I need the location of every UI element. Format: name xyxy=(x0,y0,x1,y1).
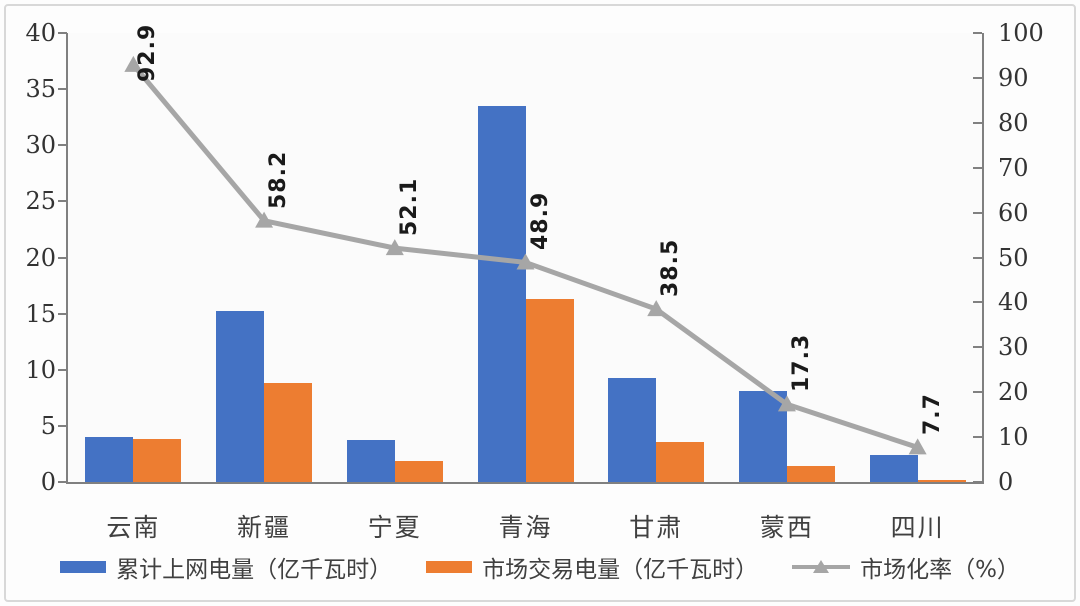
orange-bar-青海 xyxy=(525,299,574,482)
orange-bar-蒙西 xyxy=(786,466,835,482)
left-axis-tick-mark xyxy=(58,144,67,147)
orange-bar-新疆 xyxy=(264,383,313,482)
left-axis-tick-mark xyxy=(58,481,67,483)
left-axis-tick-mark xyxy=(58,312,67,315)
orange-bar-云南 xyxy=(133,439,182,482)
right-axis-tick-label: 80 xyxy=(998,108,1029,137)
right-axis-tick-label: 30 xyxy=(998,333,1029,362)
market-rate-point-label: 52.1 xyxy=(396,177,422,237)
legend: 累计上网电量（亿千瓦时） 市场交易电量（亿千瓦时） 市场化率（%） xyxy=(0,546,1080,588)
right-axis-tick-label: 0 xyxy=(998,468,1014,496)
left-axis-tick-label: 25 xyxy=(25,187,56,216)
right-axis-tick-mark xyxy=(973,391,982,394)
right-axis-tick-mark xyxy=(973,256,982,259)
x-axis-line xyxy=(66,482,984,484)
orange-bar-四川 xyxy=(917,479,966,482)
left-axis-tick-label: 40 xyxy=(25,19,56,47)
x-axis-category-label: 云南 xyxy=(106,513,161,542)
right-axis-tick-label: 50 xyxy=(998,243,1029,272)
gray-line-triangle-swatch-icon xyxy=(792,558,851,576)
right-axis-tick-label: 60 xyxy=(998,198,1029,227)
left-axis-tick-mark xyxy=(58,424,67,427)
triangle-marker-icon xyxy=(908,438,927,455)
legend-item-grid-energy: 累计上网电量（亿千瓦时） xyxy=(60,550,392,584)
blue-bar-宁夏 xyxy=(346,440,395,482)
market-rate-point-label: 58.2 xyxy=(266,150,292,209)
right-axis-tick-label: 20 xyxy=(998,378,1029,407)
right-axis-tick-mark xyxy=(973,121,982,124)
right-axis-tick-label: 70 xyxy=(998,153,1029,182)
right-axis-tick-mark xyxy=(973,211,982,214)
triangle-marker-icon xyxy=(124,55,143,72)
blue-bar-青海 xyxy=(477,105,526,482)
legend-label-market-rate: 市场化率（%） xyxy=(860,557,1020,583)
triangle-marker-icon xyxy=(647,300,666,317)
market-rate-point-label: 7.7 xyxy=(919,393,945,436)
triangle-marker-icon xyxy=(516,253,535,270)
legend-label-grid-energy: 累计上网电量（亿千瓦时） xyxy=(116,557,393,583)
right-axis-tick-mark xyxy=(973,301,982,304)
triangle-marker-icon xyxy=(255,211,274,228)
x-axis-category-label: 宁夏 xyxy=(367,513,422,542)
right-axis-tick-mark xyxy=(973,32,982,34)
left-axis-tick-label: 20 xyxy=(25,243,56,272)
orange-bar-宁夏 xyxy=(394,460,443,482)
right-axis-tick-mark xyxy=(973,346,982,349)
x-axis-category-label: 四川 xyxy=(890,513,945,542)
triangle-marker-icon xyxy=(777,395,796,412)
x-axis-category-label: 蒙西 xyxy=(759,513,814,542)
plot-area xyxy=(68,33,983,482)
x-axis-category-label: 新疆 xyxy=(237,513,292,542)
left-axis-tick-label: 10 xyxy=(25,355,56,384)
right-axis-tick-mark xyxy=(973,166,982,169)
left-axis-tick-label: 0 xyxy=(40,468,56,496)
legend-item-market-energy: 市场交易电量（亿千瓦时） xyxy=(426,550,758,584)
right-axis-tick-label: 100 xyxy=(998,19,1044,47)
blue-bar-四川 xyxy=(869,455,918,482)
legend-label-market-energy: 市场交易电量（亿千瓦时） xyxy=(482,557,759,583)
blue-bar-新疆 xyxy=(216,311,265,482)
market-rate-point-label: 17.3 xyxy=(788,334,814,393)
right-axis-tick-mark xyxy=(973,481,982,483)
right-axis-tick-label: 10 xyxy=(998,423,1029,452)
left-axis-tick-label: 15 xyxy=(25,299,56,328)
left-axis-tick-mark xyxy=(58,88,67,91)
legend-item-market-rate: 市场化率（%） xyxy=(792,550,1020,584)
triangle-marker-icon xyxy=(385,239,404,256)
orange-bar-甘肃 xyxy=(656,441,705,482)
right-axis-tick-mark xyxy=(973,76,982,79)
left-y-axis-line xyxy=(66,33,68,484)
left-axis-tick-mark xyxy=(58,200,67,203)
market-rate-point-label: 38.5 xyxy=(658,238,684,298)
market-rate-line xyxy=(124,55,927,455)
orange-bar-swatch-icon xyxy=(426,561,473,573)
right-axis-tick-label: 40 xyxy=(998,288,1029,317)
right-axis-tick-label: 90 xyxy=(998,63,1029,92)
right-y-axis-line xyxy=(982,33,984,484)
left-axis-tick-mark xyxy=(58,256,67,259)
left-axis-tick-mark xyxy=(58,32,67,34)
left-axis-tick-mark xyxy=(58,368,67,371)
left-axis-tick-label: 35 xyxy=(25,75,56,104)
blue-bar-云南 xyxy=(85,437,134,482)
blue-bar-蒙西 xyxy=(738,391,787,482)
blue-bar-swatch-icon xyxy=(60,561,107,573)
left-axis-tick-label: 5 xyxy=(40,411,56,440)
market-rate-point-label: 92.9 xyxy=(135,23,161,82)
right-axis-tick-mark xyxy=(973,436,982,439)
x-axis-category-label: 甘肃 xyxy=(629,513,684,542)
market-rate-point-label: 48.9 xyxy=(527,192,553,251)
left-axis-tick-label: 30 xyxy=(25,131,56,160)
blue-bar-甘肃 xyxy=(608,377,657,482)
x-axis-category-label: 青海 xyxy=(498,513,553,542)
